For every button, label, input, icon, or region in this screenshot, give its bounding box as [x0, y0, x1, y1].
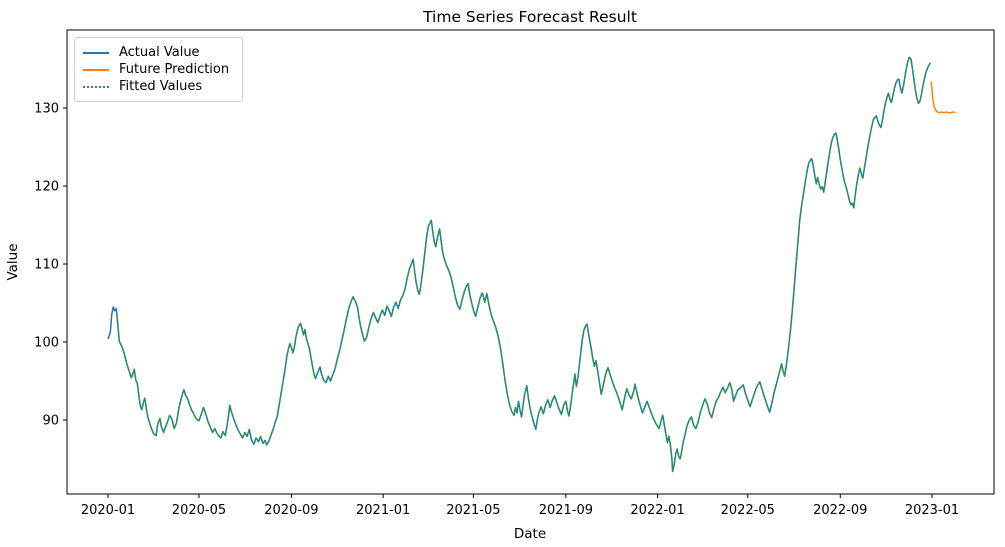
x-tick-label: 2021-09 [539, 503, 593, 518]
x-tick-label: 2023-01 [905, 503, 959, 518]
actual-value-series-line [107, 56, 932, 473]
x-tick-label: 2022-01 [630, 503, 684, 518]
x-tick-label: 2021-05 [446, 503, 500, 518]
x-tick-label: 2020-01 [81, 503, 135, 518]
x-tick-label: 2021-01 [356, 503, 410, 518]
x-tick-label: 2020-05 [172, 503, 226, 518]
y-tick-label: 110 [34, 258, 59, 273]
series-group [107, 56, 956, 473]
y-tick-label: 120 [34, 180, 59, 195]
x-axis-label: Date [514, 526, 546, 542]
fitted-values-line-swatch-icon [83, 85, 109, 88]
plot-frame [66, 29, 995, 495]
future-prediction-series-line [930, 81, 956, 114]
legend-label: Future Prediction [119, 62, 230, 77]
x-tick-label: 2020-09 [264, 503, 318, 518]
legend-item-fitted-values: Fitted Values [83, 78, 234, 95]
x-tick-label: 2022-09 [813, 503, 867, 518]
legend-label: Actual Value [119, 45, 200, 60]
future-prediction-line-swatch-icon [83, 68, 109, 71]
legend-item-actual-value: Actual Value [83, 44, 234, 61]
y-axis-ticks: 90 100 110 120 130 [34, 102, 67, 429]
fitted-values-series-line [115, 56, 932, 473]
actual-value-line-swatch-icon [83, 51, 109, 54]
legend: Actual Value Future Prediction Fitted Valu… [74, 37, 243, 102]
chart-title: Time Series Forecast Result [422, 8, 637, 26]
y-axis-label: Value [5, 243, 21, 280]
x-axis-ticks: 2020-01 2020-05 2020-09 2021-01 2021-05 2021-… [81, 494, 959, 518]
x-tick-label: 2022-05 [721, 503, 775, 518]
y-tick-label: 90 [42, 414, 59, 429]
y-tick-label: 130 [34, 102, 59, 117]
legend-item-future-prediction: Future Prediction [83, 61, 234, 78]
y-tick-label: 100 [34, 336, 59, 351]
legend-label: Fitted Values [119, 79, 203, 94]
